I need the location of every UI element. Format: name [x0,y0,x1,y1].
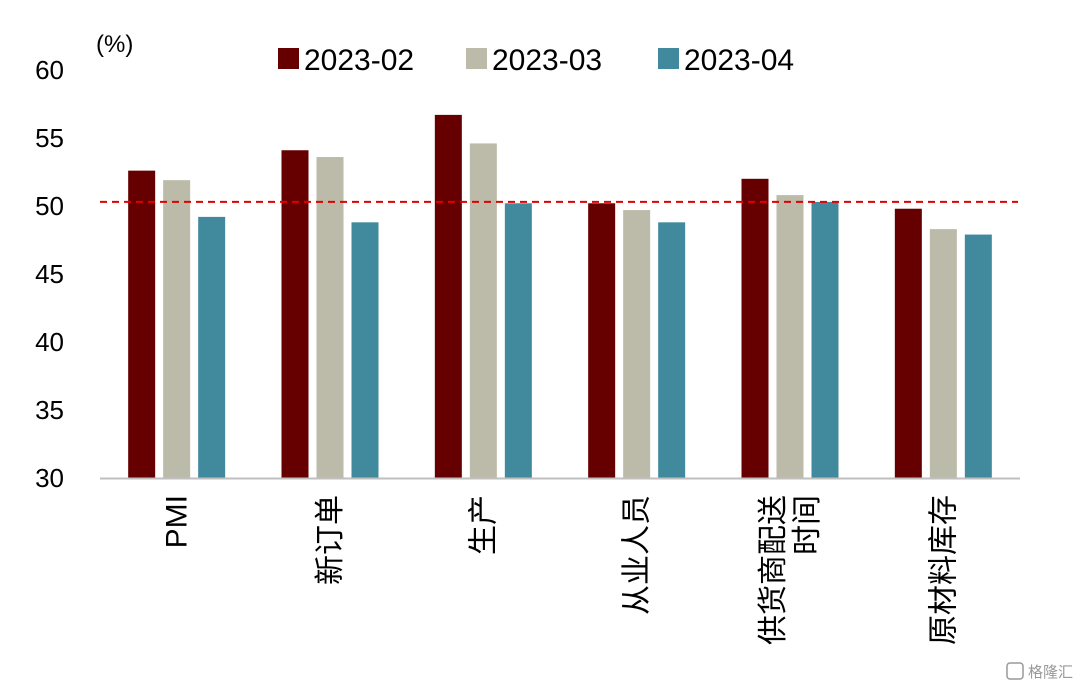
bar-2023-04 [811,201,839,479]
x-category-label: 从业人员 [621,495,654,615]
x-category-label: PMI [161,495,194,548]
bar-2023-02 [281,150,309,479]
y-tick-label: 55 [35,123,64,153]
x-category-label: 新订单 [314,495,347,585]
bar-2023-04 [504,203,532,478]
bar-2023-04 [351,222,379,478]
legend-label: 2023-02 [304,44,414,77]
bar-2023-04 [964,234,992,478]
bar-2023-03 [316,157,344,479]
legend-label: 2023-04 [684,44,794,77]
legend-swatch [278,48,299,69]
x-category-label: 时间 [791,495,824,555]
x-category-label: 原材料库存 [927,495,960,645]
x-category-label: 生产 [467,495,500,555]
bar-2023-03 [163,180,191,478]
y-axis-tick-labels: 30 35 40 45 50 55 60 [35,55,64,493]
bar-2023-04 [198,216,226,478]
y-axis-unit-label: (%) [96,31,133,58]
y-tick-label: 50 [35,191,64,221]
y-tick-label: 40 [35,327,64,357]
bar-2023-02 [894,208,922,478]
legend-label: 2023-03 [492,44,602,77]
bar-2023-04 [658,222,686,478]
bar-2023-03 [469,143,497,478]
bar-2023-02 [741,178,769,479]
y-tick-label: 30 [35,463,64,493]
watermark-logo-icon [1006,662,1024,680]
bar-series [128,114,992,479]
y-tick-label: 35 [35,395,64,425]
x-axis-category-labels: PMI 新订单 生产 从业人员 供货商配送 时间 原材料库存 [161,495,961,645]
bar-2023-03 [929,229,957,478]
legend-swatch [466,48,487,69]
watermark-text: 格隆汇 [1028,664,1073,681]
bar-2023-03 [623,210,651,478]
bar-2023-02 [434,114,462,478]
watermark: 格隆汇 [1006,662,1073,681]
y-tick-label: 60 [35,55,64,85]
bar-2023-02 [128,170,156,478]
y-tick-label: 45 [35,259,64,289]
legend: 2023-02 2023-03 2023-04 [278,44,794,77]
x-category-label: 供货商配送 [757,495,790,645]
bar-2023-03 [776,195,804,478]
legend-swatch [658,48,679,69]
bar-2023-02 [588,203,616,478]
